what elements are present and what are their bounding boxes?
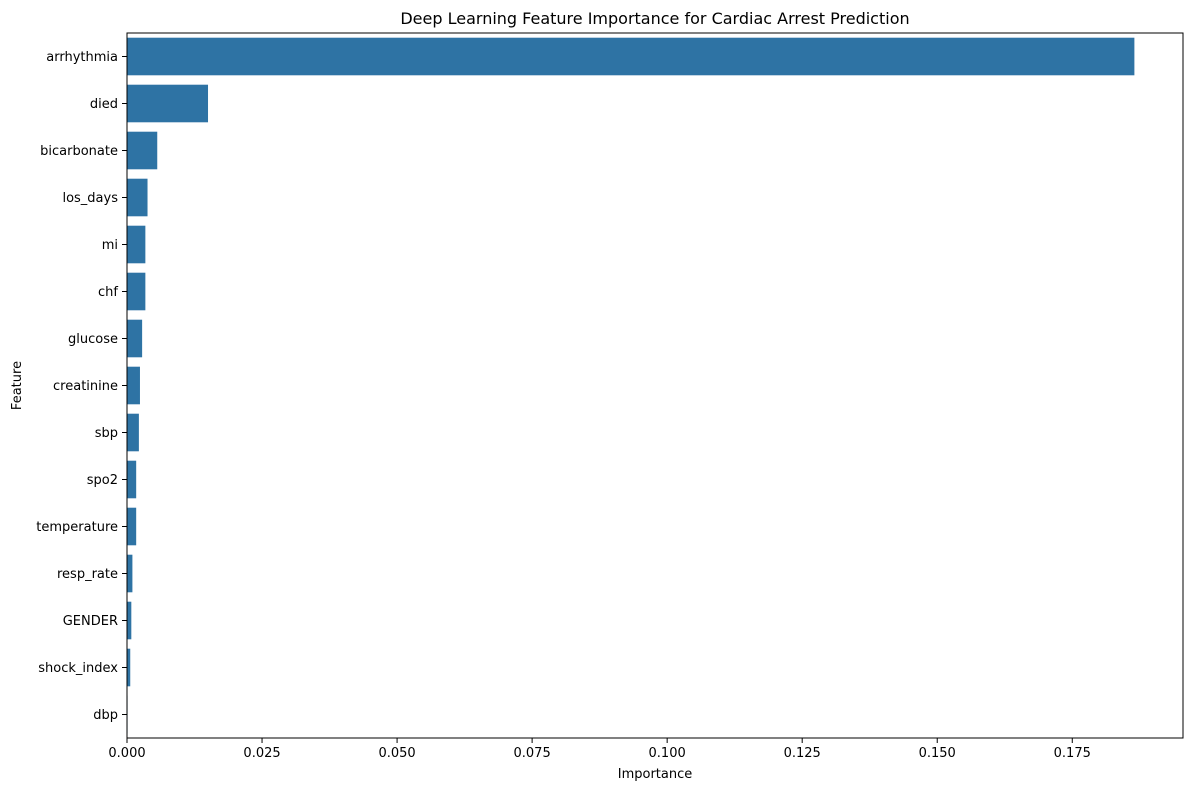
y-tick-label: dbp	[93, 708, 118, 723]
y-tick-label: temperature	[36, 520, 118, 535]
y-tick-label: GENDER	[63, 614, 118, 629]
y-tick-label: shock_index	[38, 661, 118, 676]
x-tick-label: 0.175	[1054, 746, 1091, 761]
y-tick-label: creatinine	[53, 379, 118, 394]
bar-resp_rate	[127, 554, 133, 593]
x-tick-label: 0.150	[919, 746, 956, 761]
plot-frame	[126, 32, 1184, 739]
bar-arrhythmia	[127, 37, 1135, 76]
x-tick-label: 0.025	[243, 746, 280, 761]
bars-layer	[127, 37, 1135, 734]
bar-los_days	[127, 178, 148, 217]
y-tick-label: spo2	[87, 473, 118, 488]
y-tick-label: died	[90, 97, 118, 112]
y-tick-label: chf	[98, 285, 118, 300]
x-axis-label: Importance	[618, 767, 693, 782]
bar-died	[127, 84, 209, 123]
y-tick-label: mi	[102, 238, 118, 253]
y-tick-label: los_days	[62, 191, 118, 206]
y-tick-label: resp_rate	[57, 567, 118, 582]
x-tick-label: 0.100	[649, 746, 686, 761]
bar-temperature	[127, 507, 137, 546]
bar-bicarbonate	[127, 131, 158, 170]
y-tick-label: glucose	[68, 332, 118, 347]
bar-glucose	[127, 319, 143, 358]
y-tick-label: arrhythmia	[46, 50, 118, 65]
x-axis-ticks: 0.000 0.025 0.050 0.075 0.100 0.125 0.150 0.175	[108, 738, 1091, 761]
y-tick-label: bicarbonate	[40, 144, 118, 159]
bar-creatinine	[127, 366, 140, 405]
bar-sbp	[127, 413, 139, 452]
x-tick-label: 0.075	[514, 746, 551, 761]
bar-GENDER	[127, 601, 132, 640]
x-tick-label: 0.050	[378, 746, 415, 761]
bar-mi	[127, 225, 146, 264]
bar-chf	[127, 272, 146, 311]
x-tick-label: 0.000	[108, 746, 145, 761]
y-tick-label: sbp	[95, 426, 118, 441]
chart-title: Deep Learning Feature Importance for Car…	[400, 9, 909, 28]
bar-shock_index	[127, 648, 131, 687]
bar-spo2	[127, 460, 137, 499]
y-axis-label: Feature	[10, 361, 25, 410]
x-tick-label: 0.125	[784, 746, 821, 761]
